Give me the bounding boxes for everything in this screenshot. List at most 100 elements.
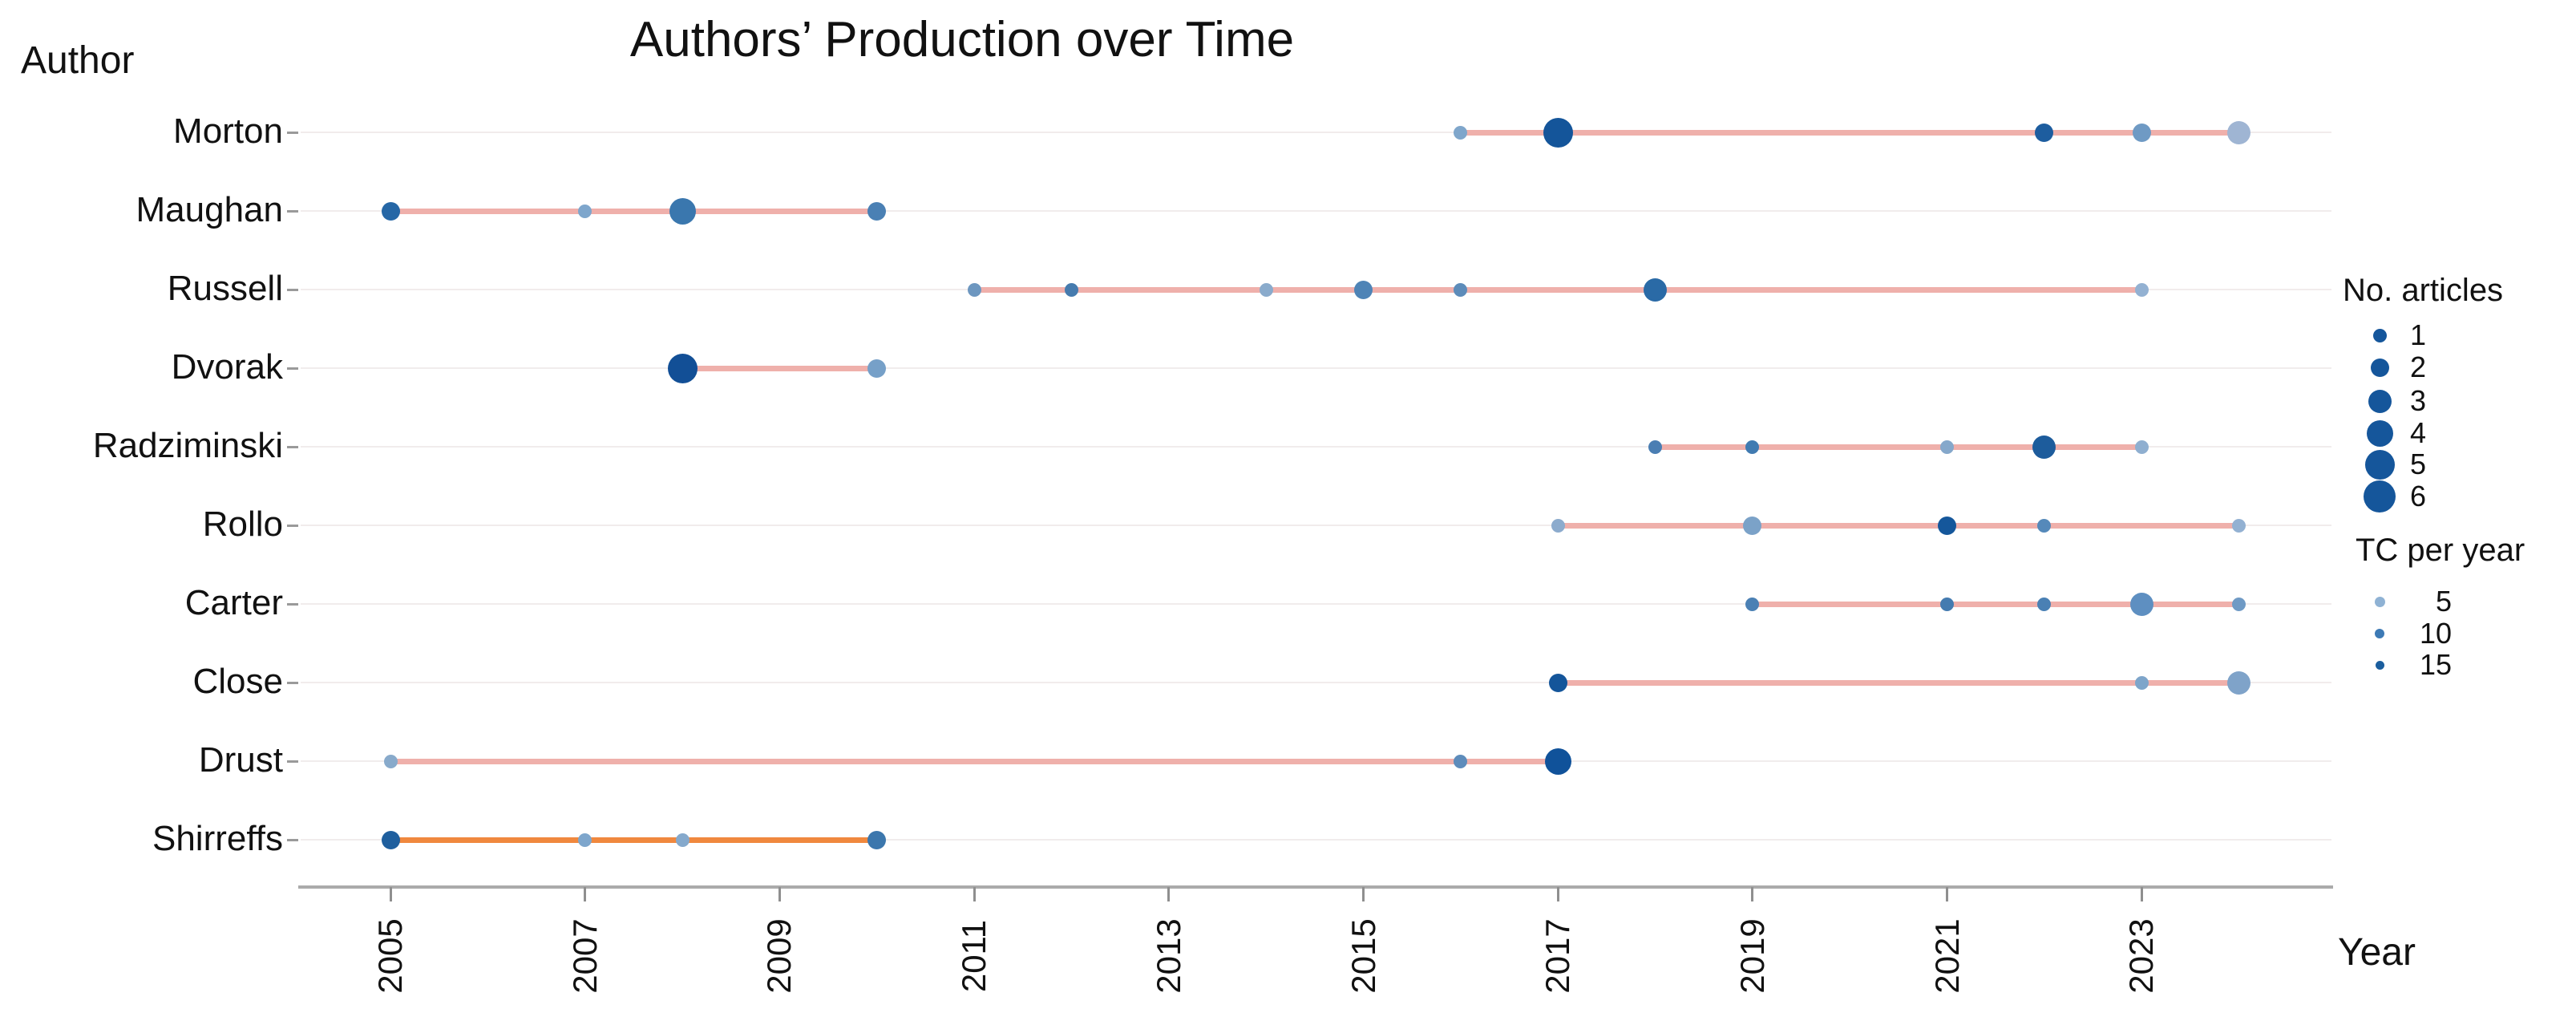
legend-size-dot (2364, 449, 2395, 480)
data-point (2134, 440, 2149, 454)
y-axis-tick (287, 210, 298, 213)
x-tick-label: 2013 (1149, 918, 1187, 994)
x-axis-title: Year (2338, 931, 2416, 974)
tc-legend-title: TC per year (2356, 533, 2525, 568)
author-row-gridline (301, 446, 2331, 448)
x-axis-tick (973, 887, 976, 901)
data-point (381, 201, 400, 221)
legend-tc-label: 5 (2435, 585, 2452, 618)
y-axis-tick (287, 132, 298, 134)
author-timeline (974, 286, 2142, 293)
data-point (867, 830, 887, 849)
data-point (2032, 435, 2056, 459)
data-point (967, 282, 981, 297)
y-axis-tick (287, 839, 298, 841)
data-point (2037, 518, 2052, 533)
y-axis-tick (287, 682, 298, 684)
data-point (1551, 518, 1565, 533)
y-axis-tick (287, 525, 298, 527)
x-tick-label: 2019 (1733, 918, 1771, 994)
data-point (2227, 671, 2251, 695)
data-point (2134, 675, 2149, 690)
chart-title: Authors’ Production over Time (629, 12, 1295, 67)
data-point (381, 830, 400, 849)
data-point (1259, 282, 1273, 297)
y-axis-tick (287, 289, 298, 291)
legend-size-label: 4 (2410, 416, 2427, 449)
data-point (578, 204, 592, 218)
legend-size-dot (2366, 419, 2393, 447)
x-axis-tick (778, 887, 781, 901)
data-point (1543, 117, 1573, 148)
author-label: Morton (173, 111, 283, 151)
legend-size-dot (2372, 328, 2387, 342)
legend-size-label: 3 (2410, 384, 2427, 417)
author-timeline (1558, 679, 2239, 686)
x-axis-tick (1556, 887, 1559, 901)
x-tick-label: 2011 (955, 919, 993, 993)
x-axis-tick (2140, 887, 2143, 901)
data-point (1940, 597, 1955, 611)
author-timeline (390, 837, 877, 843)
author-timeline (390, 208, 877, 214)
author-timeline (390, 758, 1559, 764)
size-legend-title: No. articles (2343, 273, 2504, 308)
x-tick-label: 2015 (1344, 918, 1382, 994)
x-tick-label: 2007 (565, 918, 604, 994)
data-point (1745, 597, 1760, 611)
y-axis-tick (287, 446, 298, 448)
author-timeline (1460, 129, 2239, 136)
x-tick-label: 2009 (760, 918, 799, 994)
x-axis-tick (1946, 887, 1949, 901)
data-point (383, 754, 398, 768)
legend-tc-dot (2375, 629, 2384, 638)
data-point (1648, 440, 1663, 454)
author-timeline (1655, 444, 2142, 450)
legend-tc-label: 15 (2419, 648, 2452, 681)
legend-tc-dot (2374, 596, 2385, 607)
x-axis-tick (1751, 887, 1754, 901)
legend-size-dot (2364, 480, 2396, 512)
data-point (1743, 516, 1762, 535)
data-point (1454, 125, 1468, 140)
x-axis-tick (584, 887, 587, 901)
x-axis-tick (1362, 887, 1365, 901)
x-axis-tick (1167, 887, 1171, 901)
data-point (867, 359, 887, 378)
legend-size-dot (2370, 358, 2389, 377)
data-point (2232, 597, 2246, 611)
legend-size-label: 2 (2410, 350, 2427, 383)
data-point (1938, 516, 1957, 535)
author-row-gridline (301, 132, 2331, 133)
author-label: Dvorak (171, 347, 283, 387)
data-point (1454, 282, 1468, 297)
x-axis-line (298, 885, 2333, 889)
author-label: Russell (167, 269, 283, 308)
x-tick-label: 2017 (1539, 918, 1577, 994)
data-point (1454, 754, 1468, 768)
data-point (669, 197, 696, 225)
data-point (1064, 282, 1078, 297)
legend-size-label: 5 (2410, 448, 2427, 480)
author-label: Drust (198, 740, 283, 780)
y-axis-tick (287, 367, 298, 370)
data-point (867, 201, 887, 221)
author-timeline (1752, 601, 2239, 607)
author-label: Carter (184, 583, 283, 622)
author-label: Close (192, 662, 284, 701)
data-point (2129, 592, 2153, 616)
author-row-gridline (301, 525, 2331, 526)
legend-tc-dot (2375, 660, 2384, 670)
data-point (1940, 440, 1955, 454)
data-point (2232, 518, 2246, 533)
author-row-gridline (301, 682, 2331, 683)
legend-tc-label: 10 (2419, 617, 2452, 650)
legend-size-label: 1 (2410, 318, 2427, 351)
data-point (578, 833, 592, 847)
y-axis-tick (287, 760, 298, 763)
data-point (1745, 440, 1760, 454)
data-point (2037, 597, 2052, 611)
x-tick-label: 2023 (2122, 918, 2161, 994)
author-label: Rollo (202, 504, 283, 544)
data-point (2227, 120, 2251, 144)
